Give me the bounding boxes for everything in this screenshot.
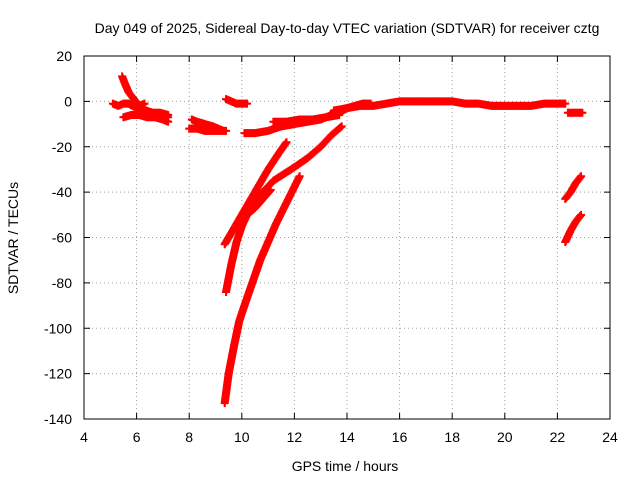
y-axis-label: SDTVAR / TECUs xyxy=(5,182,21,294)
data-point xyxy=(295,172,304,181)
data-point xyxy=(282,138,291,147)
data-point xyxy=(337,122,346,131)
series-s12 xyxy=(220,138,291,249)
y-tick-label: -80 xyxy=(52,275,72,291)
series-s11 xyxy=(563,108,587,117)
series-s9 xyxy=(269,110,344,126)
y-tick-label: -100 xyxy=(44,320,72,336)
series-s15 xyxy=(220,172,304,408)
chart-title: Day 049 of 2025, Sidereal Day-to-day VTE… xyxy=(95,20,600,36)
data-point xyxy=(561,99,570,108)
series-s6 xyxy=(185,124,231,135)
data-point xyxy=(243,99,252,108)
data-point xyxy=(164,117,173,126)
x-tick-label: 4 xyxy=(80,429,88,445)
data-point xyxy=(164,110,173,119)
x-tick-label: 18 xyxy=(444,429,460,445)
x-tick-label: 22 xyxy=(550,429,566,445)
y-tick-label: 20 xyxy=(56,48,72,64)
series-s16 xyxy=(561,172,586,203)
series-s4 xyxy=(119,110,173,126)
x-tick-label: 8 xyxy=(185,429,193,445)
y-tick-label: -140 xyxy=(44,411,72,427)
x-tick-label: 12 xyxy=(287,429,303,445)
data-point xyxy=(577,172,586,181)
data-point xyxy=(578,108,587,117)
x-axis-label: GPS time / hours xyxy=(292,458,399,474)
y-tick-label: -40 xyxy=(52,184,72,200)
y-tick-label: -20 xyxy=(52,139,72,155)
x-tick-label: 20 xyxy=(497,429,513,445)
series-s10 xyxy=(329,97,570,115)
x-tick-label: 24 xyxy=(602,429,618,445)
x-tick-label: 10 xyxy=(234,429,250,445)
data-points xyxy=(108,72,587,408)
x-tick-label: 14 xyxy=(339,429,355,445)
y-tick-label: -60 xyxy=(52,230,72,246)
series-s7 xyxy=(222,95,252,108)
data-point xyxy=(222,126,231,135)
series-s14 xyxy=(237,122,346,224)
x-tick-label: 6 xyxy=(133,429,141,445)
data-point xyxy=(577,210,586,219)
y-tick-label: -120 xyxy=(44,366,72,382)
axis-ticks: 4 6 8 10 12 14 16 18 20 22 24 20 0 -20 -40 -60 -80 -100 -1… xyxy=(44,48,618,445)
series-s17 xyxy=(561,210,586,247)
x-tick-label: 16 xyxy=(392,429,408,445)
y-tick-label: 0 xyxy=(64,93,72,109)
